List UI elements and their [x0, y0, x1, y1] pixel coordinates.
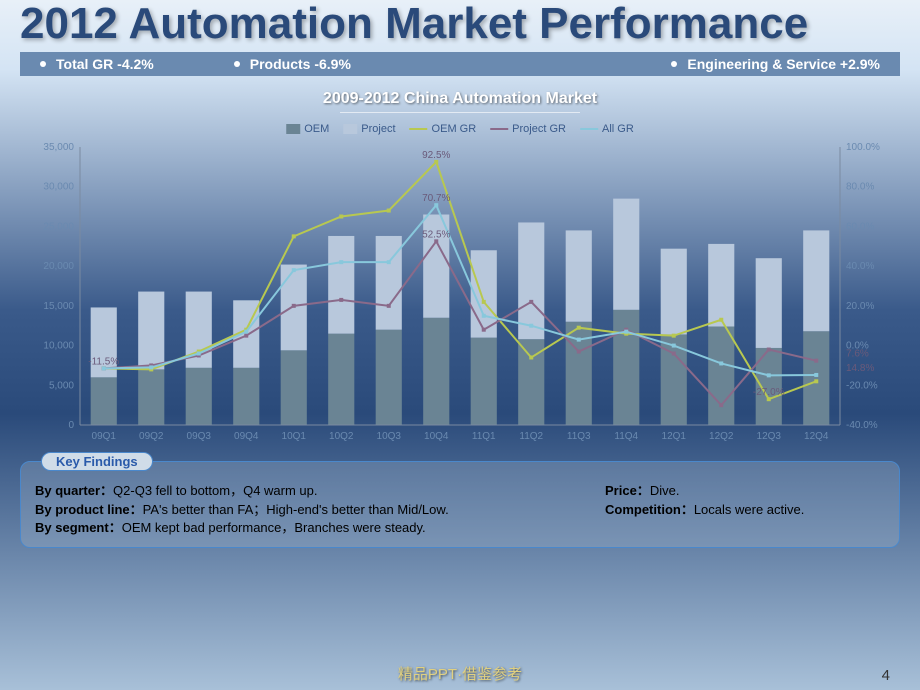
svg-text:10Q3: 10Q3 [377, 431, 402, 442]
svg-text:80.0%: 80.0% [846, 182, 874, 193]
page-number: 4 [882, 667, 890, 684]
svg-text:20,000: 20,000 [43, 262, 74, 273]
svg-text:92.5%: 92.5% [422, 150, 450, 161]
footer-text: 精品PPT·借鉴参考 [0, 663, 920, 684]
svg-text:7.6%: 7.6% [846, 349, 869, 360]
svg-text:52.5%: 52.5% [422, 230, 450, 241]
chart-legend: OEMProjectOEM GRProject GRAll GR [286, 123, 634, 135]
svg-text:09Q4: 09Q4 [234, 431, 259, 442]
svg-text:-40.0%: -40.0% [846, 420, 878, 431]
svg-text:09Q2: 09Q2 [139, 431, 164, 442]
svg-text:30,000: 30,000 [43, 182, 74, 193]
slide-title: 2012 Automation Market Performance [0, 0, 920, 48]
svg-text:0: 0 [68, 420, 74, 431]
svg-text:11Q1: 11Q1 [472, 431, 496, 442]
findings-left: By quarter：Q2-Q3 fell to bottom，Q4 warm … [35, 482, 605, 537]
svg-text:20.0%: 20.0% [846, 301, 874, 312]
chart-title-underline [340, 112, 580, 113]
svg-text:-27.0%: -27.0% [753, 388, 785, 399]
svg-text:5,000: 5,000 [49, 381, 74, 392]
chart-title: 2009-2012 China Automation Market [0, 90, 920, 108]
bar-line-chart: 0 5,000 10,000 15,000 20,000 25,000 30,000 35,0… [20, 123, 900, 453]
svg-text:09Q3: 09Q3 [187, 431, 212, 442]
svg-text:15,000: 15,000 [43, 301, 74, 312]
metric-label: Products -6.9% [250, 56, 351, 72]
svg-text:11Q2: 11Q2 [519, 431, 543, 442]
metric-label: Total GR -4.2% [56, 56, 154, 72]
metrics-bar: Total GR -4.2% Products -6.9% Engineerin… [20, 52, 900, 76]
svg-text:12Q4: 12Q4 [804, 431, 829, 442]
svg-text:70.7%: 70.7% [422, 194, 450, 205]
svg-text:12Q2: 12Q2 [709, 431, 734, 442]
svg-text:40.0%: 40.0% [846, 262, 874, 273]
svg-text:12Q3: 12Q3 [757, 431, 782, 442]
findings-header: Key Findings [41, 452, 153, 471]
svg-text:-11.5%: -11.5% [88, 357, 119, 368]
svg-text:14.8%: 14.8% [846, 363, 874, 374]
metric-products: Products -6.9% [234, 56, 351, 72]
findings-box: Key Findings By quarter：Q2-Q3 fell to bo… [20, 461, 900, 548]
metric-total-gr: Total GR -4.2% [40, 56, 154, 72]
metric-engineering: Engineering & Service +2.9% [671, 56, 880, 72]
chart-area: OEMProjectOEM GRProject GRAll GR 0 5,000 1… [20, 123, 900, 453]
svg-text:10Q4: 10Q4 [424, 431, 449, 442]
svg-text:25,000: 25,000 [43, 222, 74, 233]
svg-text:35,000: 35,000 [43, 142, 74, 153]
svg-text:10Q2: 10Q2 [329, 431, 354, 442]
svg-text:-20.0%: -20.0% [846, 381, 878, 392]
svg-text:12Q1: 12Q1 [662, 431, 687, 442]
metric-label: Engineering & Service +2.9% [687, 56, 880, 72]
svg-text:10Q1: 10Q1 [282, 431, 307, 442]
svg-text:100.0%: 100.0% [846, 142, 880, 153]
svg-text:09Q1: 09Q1 [92, 431, 117, 442]
svg-text:11Q3: 11Q3 [567, 431, 591, 442]
svg-text:10,000: 10,000 [43, 341, 74, 352]
findings-right: Price：Dive.Competition：Locals were activ… [605, 482, 885, 537]
svg-text:11Q4: 11Q4 [614, 431, 638, 442]
svg-text:60.0%: 60.0% [846, 222, 874, 233]
